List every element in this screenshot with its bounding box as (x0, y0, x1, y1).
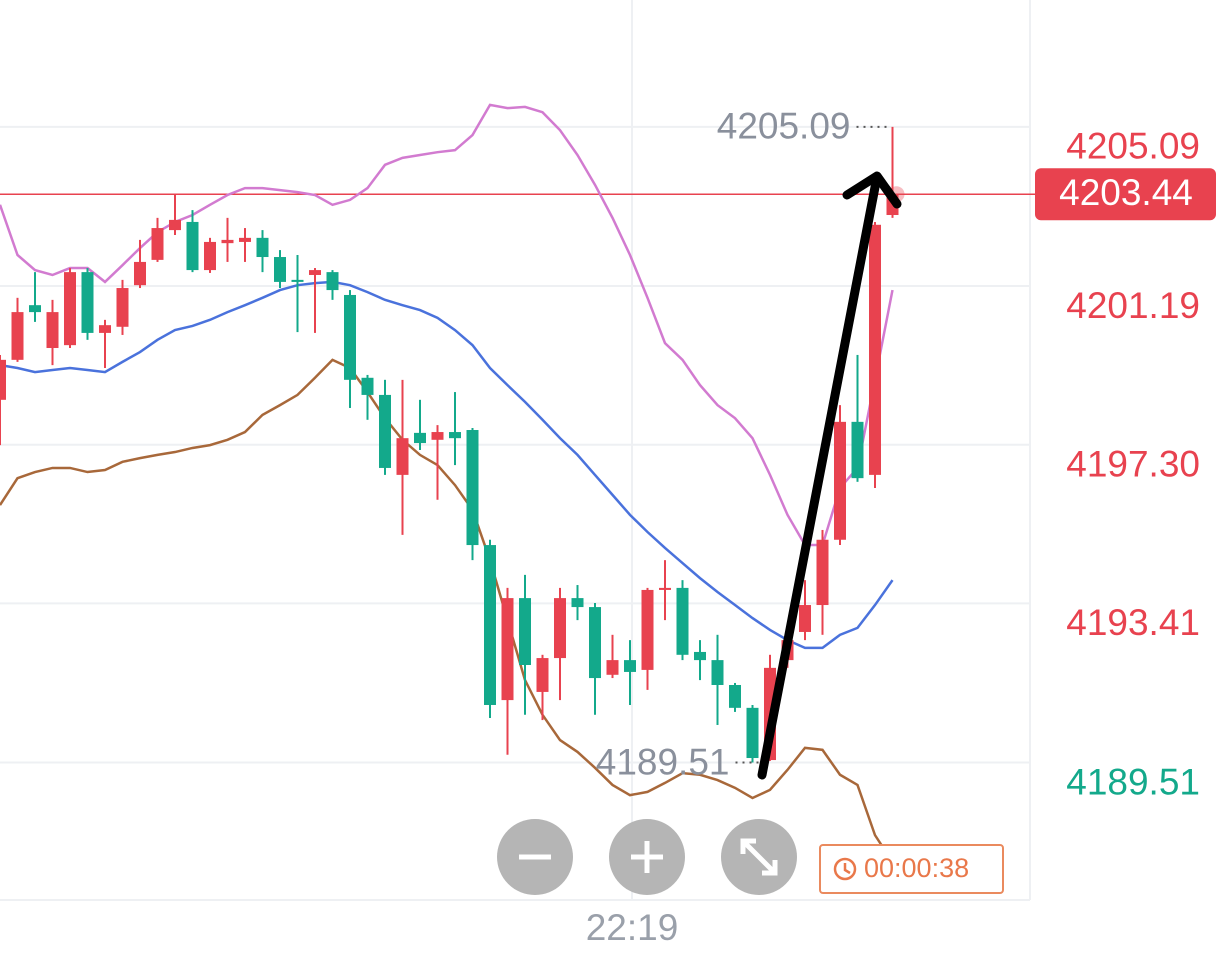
candle-body (134, 261, 146, 286)
candle-body (414, 432, 426, 444)
candle-body (746, 707, 759, 759)
candle-body (221, 239, 234, 244)
clock-icon (843, 863, 851, 875)
y-tick-label: 4197.30 (1066, 443, 1200, 484)
candle-body (484, 545, 496, 705)
zoom-out-button[interactable] (497, 819, 573, 895)
band-line (0, 103, 894, 547)
y-tick-label: 4201.19 (1066, 285, 1200, 326)
candle-body (501, 598, 514, 701)
band-line (0, 358, 894, 863)
candle-body (361, 377, 374, 395)
candle-body (449, 432, 461, 439)
candle-body (571, 598, 584, 608)
candle-body (466, 430, 479, 546)
y-tick-label: 4205.09 (1066, 126, 1200, 167)
annotations: 4203.44 4205.09 4189.51 (596, 106, 1216, 782)
candle-body (554, 598, 566, 659)
clock-icon (833, 857, 857, 881)
expand-icon (762, 860, 778, 876)
expand-icon (740, 838, 756, 854)
candle-body (834, 421, 846, 540)
last-price-label: 4203.44 (1059, 172, 1193, 213)
candle-body (99, 325, 111, 333)
countdown-text: 00:00:38 (864, 853, 969, 883)
candle-body (799, 605, 811, 632)
candle-body (291, 279, 304, 282)
candle-body (869, 224, 881, 475)
fullscreen-button[interactable] (721, 819, 797, 895)
candle-body (694, 651, 706, 661)
candle-body (676, 587, 689, 655)
candle-body (659, 587, 671, 590)
candle-body (46, 312, 59, 349)
candle-body (641, 589, 654, 670)
zoom-in-button[interactable] (609, 819, 685, 895)
candle-body (204, 241, 216, 271)
candle-body (729, 684, 741, 708)
candle-body (29, 305, 41, 313)
candle-body (816, 539, 829, 606)
candle-body (239, 237, 251, 242)
candle-body (64, 272, 76, 346)
candle-body (379, 394, 391, 468)
candle-body (81, 272, 94, 333)
candle-body (624, 660, 636, 672)
candle-body (11, 312, 24, 360)
candle-body (274, 257, 286, 282)
countdown-box: 00:00:38 (819, 844, 1004, 894)
x-tick-label: 22:19 (586, 907, 679, 948)
drawn-arrow (757, 171, 902, 780)
max-label: 4205.09 (717, 106, 851, 147)
y-tick-label: 4189.51 (1066, 761, 1200, 802)
candle-body (186, 221, 199, 271)
candle-body (431, 432, 444, 440)
candle-body (589, 607, 601, 679)
countdown-border (819, 844, 1004, 894)
min-label: 4189.51 (596, 741, 730, 782)
candle-body (151, 228, 164, 260)
candle-body (0, 359, 6, 400)
last-price-box (1035, 168, 1216, 221)
candle-body (169, 219, 181, 231)
arrow-shaft (757, 177, 881, 780)
candle-body (344, 294, 356, 380)
plot-area (0, 103, 899, 863)
candle-body (396, 438, 409, 475)
arrow-head (842, 171, 902, 209)
candle-body (711, 660, 724, 685)
candle-body (851, 421, 864, 479)
candle-body (326, 272, 339, 291)
grid (0, 0, 1035, 900)
candle-body (309, 270, 321, 275)
candle-body (519, 598, 531, 666)
band-line (0, 280, 894, 650)
axis-labels: 4205.09 4201.19 4197.30 4193.41 4189.51 22:19 (586, 126, 1200, 948)
candle-body (536, 658, 549, 692)
expand-icon (743, 841, 775, 873)
y-tick-label: 4193.41 (1066, 602, 1200, 643)
candle-body (116, 288, 129, 327)
candle-body (606, 660, 619, 675)
candle-body (256, 237, 269, 258)
